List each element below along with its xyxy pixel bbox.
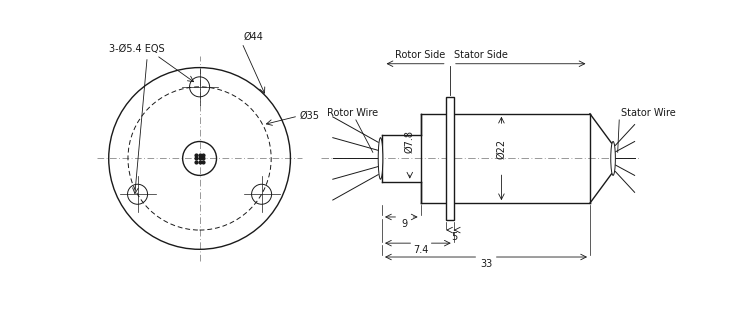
Text: 3-Ø5.4 EQS: 3-Ø5.4 EQS <box>109 44 164 54</box>
Text: 7.4: 7.4 <box>413 245 429 255</box>
Text: Ø35: Ø35 <box>300 111 320 121</box>
Text: Rotor Side: Rotor Side <box>395 50 445 60</box>
Text: 9: 9 <box>401 219 407 229</box>
Text: Stator Side: Stator Side <box>454 50 509 60</box>
Ellipse shape <box>610 141 615 175</box>
Text: Ø7.8: Ø7.8 <box>405 130 415 153</box>
Ellipse shape <box>378 138 382 179</box>
Text: Ø44: Ø44 <box>244 31 263 41</box>
Text: Stator Wire: Stator Wire <box>621 108 676 118</box>
Text: 33: 33 <box>480 259 492 269</box>
Text: 5: 5 <box>452 232 458 242</box>
Text: Rotor Wire: Rotor Wire <box>327 108 378 118</box>
Text: Ø22: Ø22 <box>496 139 506 159</box>
Bar <box>446 97 454 220</box>
